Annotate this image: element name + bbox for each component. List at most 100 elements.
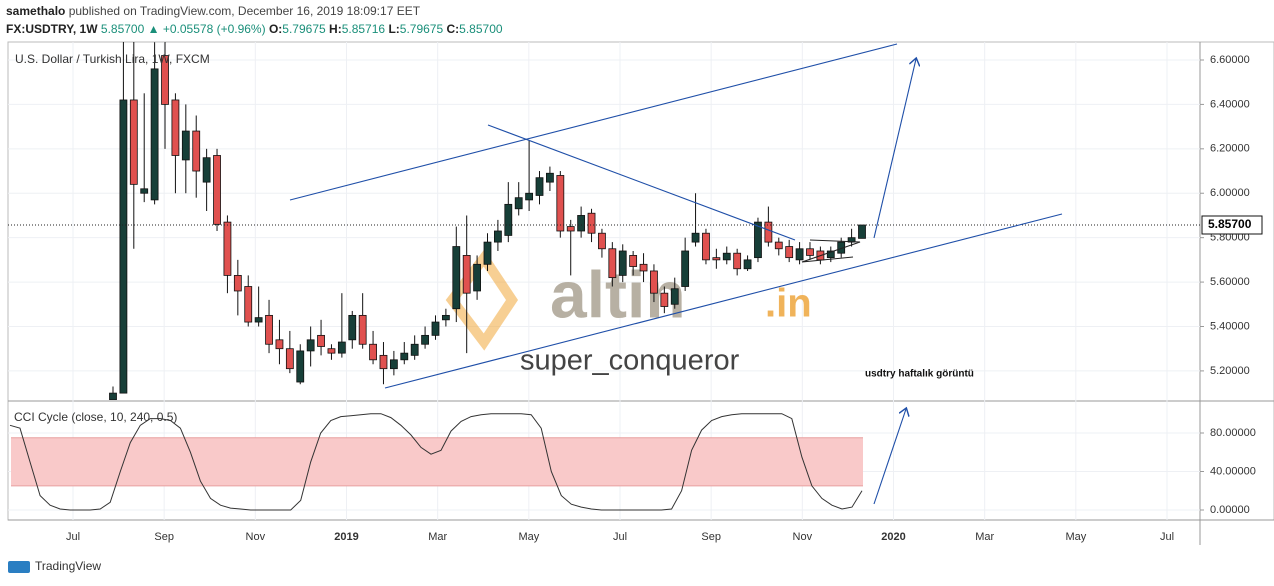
arrow <box>873 59 916 239</box>
candle-body <box>743 259 752 270</box>
drawings <box>289 43 1063 505</box>
candle-body <box>660 292 669 307</box>
candle-body <box>421 334 429 345</box>
candle-body <box>233 275 242 292</box>
candle-body <box>119 99 128 394</box>
candle-body <box>764 221 773 243</box>
trend-line <box>384 213 1063 389</box>
candle-body <box>254 317 263 323</box>
candle-body <box>452 246 461 310</box>
candle-body <box>400 352 409 361</box>
candle-body <box>337 341 346 354</box>
candle-body <box>774 241 783 250</box>
candle-body <box>223 221 232 276</box>
candle-body <box>691 232 700 243</box>
candle-body <box>202 157 211 183</box>
candle-body <box>806 248 814 256</box>
footer-logo <box>8 561 30 573</box>
candle-body <box>598 232 606 250</box>
candle-body <box>514 197 523 210</box>
candle-body <box>296 350 305 383</box>
y-tick-label: 6.20000 <box>1210 143 1250 155</box>
x-tick-label: Nov <box>246 531 266 543</box>
candle-body <box>181 130 190 161</box>
pane-title: CCI Cycle (close, 10, 240, 0.5) <box>14 410 177 424</box>
x-tick-label: May <box>1065 531 1086 543</box>
watermark: altin .in super_conqueror <box>445 249 812 377</box>
candle-body <box>681 250 690 287</box>
x-tick-label: Sep <box>154 531 174 543</box>
candle-body <box>556 175 565 232</box>
y-tick-label: 80.00000 <box>1210 427 1256 439</box>
y-tick-label: 6.00000 <box>1210 187 1250 199</box>
x-tick-label: Jul <box>613 531 627 543</box>
candle-body <box>171 99 180 156</box>
x-tick-label: Sep <box>701 531 721 543</box>
change: ▲ +0.05578 (+0.96%) <box>148 22 266 36</box>
candle-body <box>702 232 710 261</box>
ohlc-value: 5.85716 <box>342 22 386 36</box>
candle-body <box>608 248 617 279</box>
footer: TradingView <box>8 559 101 573</box>
ohlc-value: 5.79675 <box>282 22 326 36</box>
candle-body <box>358 314 367 345</box>
cci-pane <box>9 413 863 511</box>
candle-body <box>441 314 450 321</box>
y-tick-label: 5.40000 <box>1210 320 1250 332</box>
candle-body <box>348 314 357 341</box>
y-tick-label: 5.60000 <box>1210 276 1250 288</box>
symbol: FX:USDTRY, 1W <box>6 22 98 36</box>
ohlc-value: 5.79675 <box>400 22 444 36</box>
y-tick-label: 40.00000 <box>1210 465 1256 477</box>
candle-body <box>327 348 336 354</box>
x-tick-label: 2020 <box>881 531 905 543</box>
watermark-user: super_conqueror <box>520 345 740 377</box>
x-tick-label: May <box>518 531 539 543</box>
trend-line <box>289 43 898 201</box>
x-tick-label: Nov <box>793 531 813 543</box>
ohlc-label: L: <box>388 22 399 36</box>
candle-body <box>244 286 253 323</box>
candle-body <box>306 339 315 352</box>
x-tick-label: Jul <box>1160 531 1174 543</box>
x-tick-label: 2019 <box>334 531 358 543</box>
candle-body <box>712 257 721 261</box>
candle-body <box>389 359 398 370</box>
header-line: samethalo published on TradingView.com, … <box>6 4 421 18</box>
candle-body <box>150 68 159 201</box>
y-tick-label: 6.60000 <box>1210 54 1250 66</box>
candle-body <box>161 55 169 105</box>
y-tick-label: 5.20000 <box>1210 365 1250 377</box>
candle-body <box>587 212 596 234</box>
candle-body <box>629 255 638 267</box>
y-tick-label: 0.00000 <box>1210 504 1250 516</box>
candle-body <box>722 252 731 261</box>
candle-body <box>483 241 492 265</box>
candle-body <box>577 215 586 232</box>
candle-body <box>462 255 471 294</box>
arrow <box>873 409 906 505</box>
candle-body <box>525 192 534 201</box>
x-tick-label: Mar <box>428 531 447 543</box>
candle-body <box>369 343 377 361</box>
candle-body <box>650 270 658 294</box>
trend-line <box>487 124 796 241</box>
candle-body <box>826 250 835 259</box>
candle-body <box>213 155 221 225</box>
candle-body <box>317 334 325 347</box>
candle-body <box>546 172 554 183</box>
x-tick-label: Mar <box>975 531 994 543</box>
last-price-label: 5.85700 <box>1208 217 1252 231</box>
cci-line <box>9 413 863 511</box>
candle-body <box>140 188 149 194</box>
last-price-box <box>1201 215 1263 235</box>
candle-body <box>733 252 742 270</box>
annotation: usdtry haftalık görüntü <box>865 369 974 380</box>
candle-body <box>410 343 419 356</box>
candle-body <box>754 221 762 259</box>
candle-body <box>639 263 648 272</box>
price-pane <box>8 42 1200 400</box>
candle-body <box>504 203 513 236</box>
triangle-pattern <box>801 239 861 263</box>
